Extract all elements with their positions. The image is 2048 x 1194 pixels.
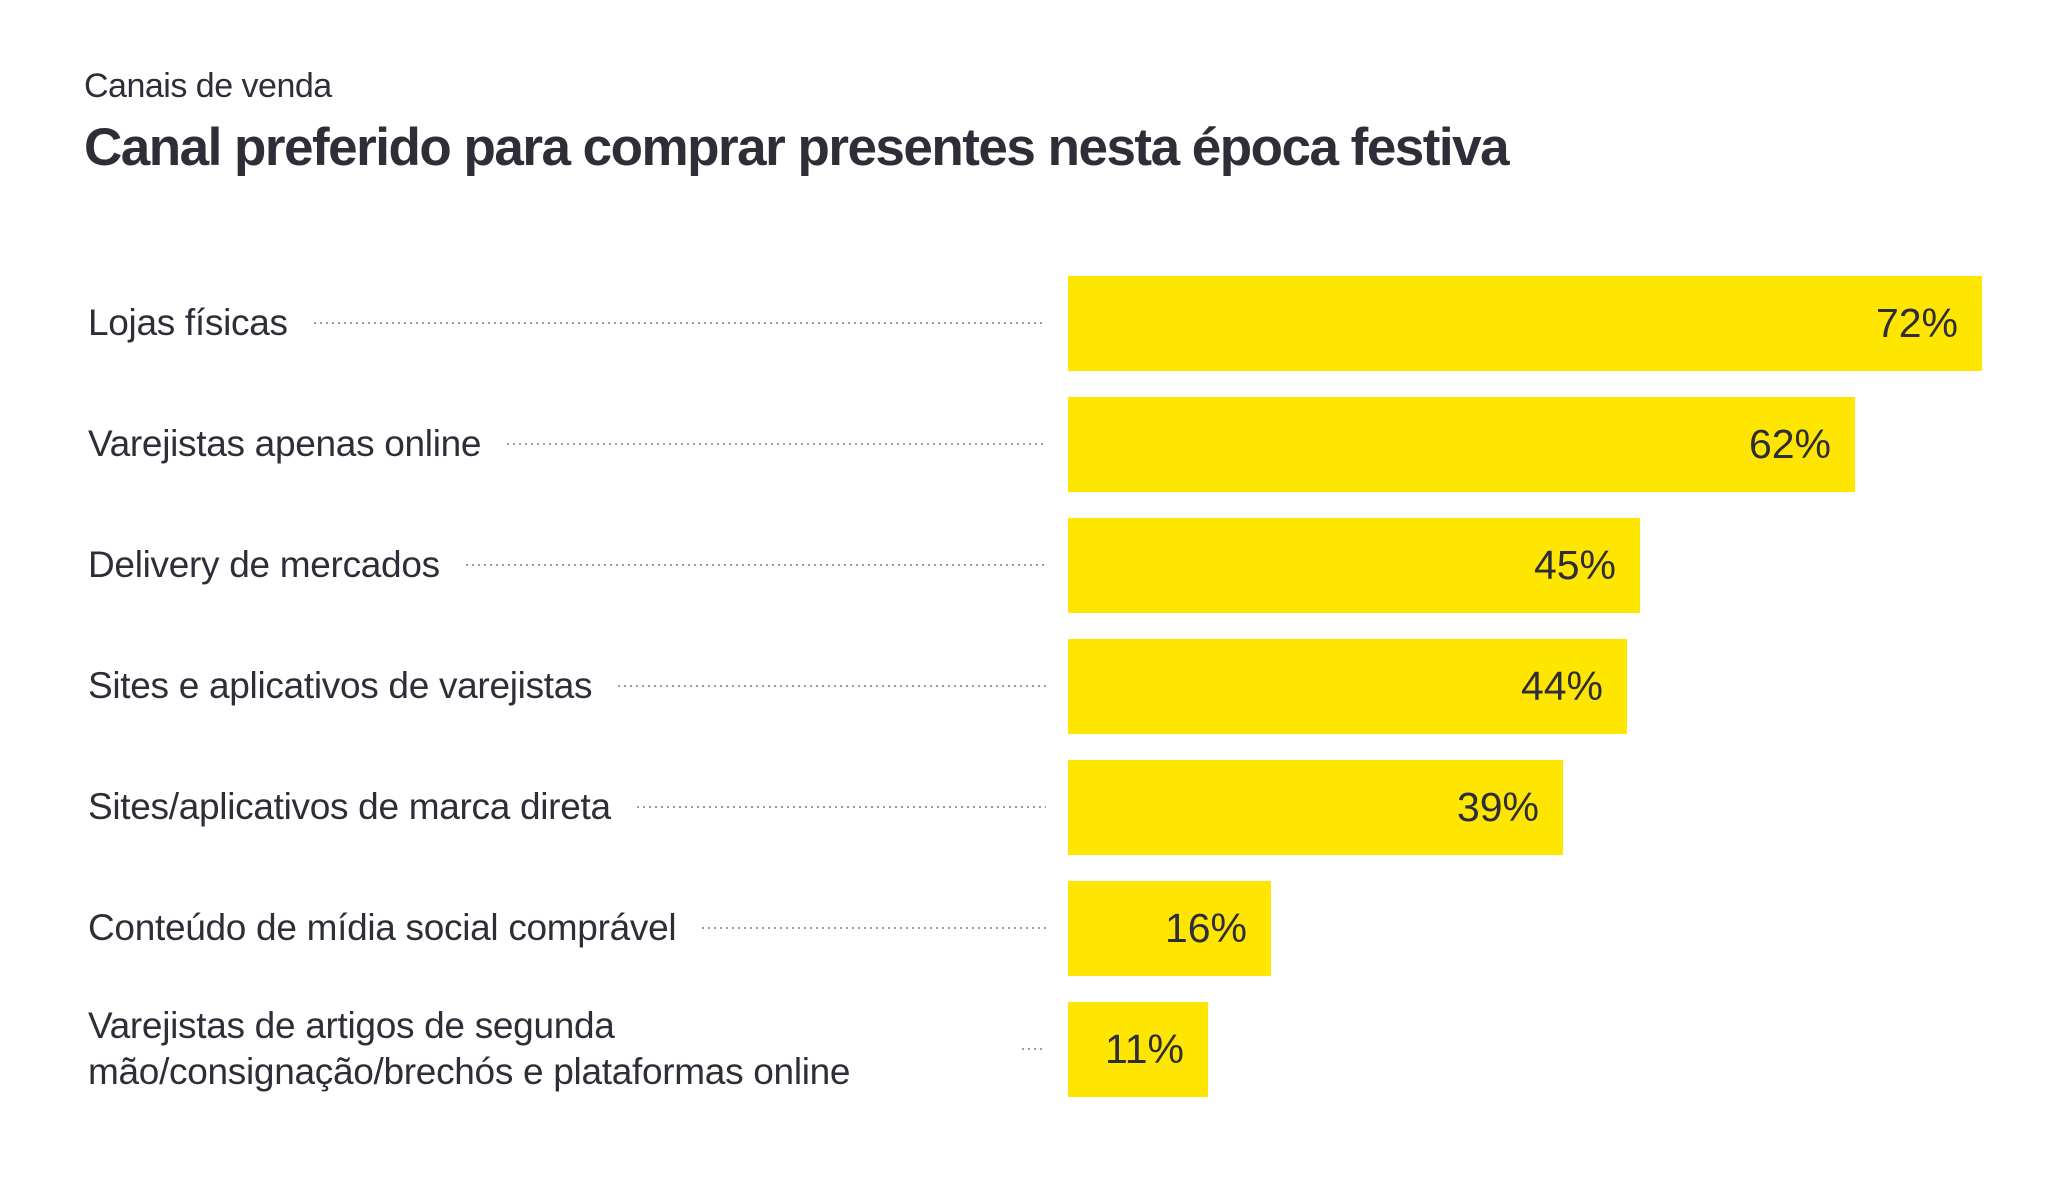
category-label-cell: Conteúdo de mídia social comprável: [0, 905, 1068, 951]
category-label: Varejistas apenas online: [88, 423, 482, 465]
bar-value-label: 45%: [1533, 541, 1616, 588]
bar-chart: Lojas físicas 72% Varejistas apenas onli…: [0, 275, 2048, 1097]
bar-cell: 11%: [1068, 1001, 2048, 1097]
category-label-cell: Sites/aplicativos de marca direta: [0, 784, 1068, 830]
leader-dotted-line: [636, 806, 1046, 809]
bar-cell: 45%: [1068, 517, 2048, 613]
bar: 45%: [1068, 517, 1640, 613]
category-label: Conteúdo de mídia social comprável: [88, 907, 677, 949]
leader-dotted-line: [1022, 1048, 1046, 1051]
bar: 72%: [1068, 275, 1982, 371]
category-label: Delivery de mercados: [88, 544, 440, 586]
chart-row: Sites/aplicativos de marca direta 39%: [0, 759, 2048, 855]
chart-header: Canais de venda Canal preferido para com…: [0, 0, 2048, 180]
chart-title: Canal preferido para comprar presentes n…: [84, 118, 1510, 178]
chart-row: Delivery de mercados 45%: [0, 517, 2048, 613]
bar-cell: 44%: [1068, 638, 2048, 734]
bar-value-label: 44%: [1520, 662, 1603, 709]
bar-value-label: 62%: [1748, 420, 1831, 467]
chart-row: Sites e aplicativos de varejistas 44%: [0, 638, 2048, 734]
bar-cell: 39%: [1068, 759, 2048, 855]
bar: 11%: [1068, 1001, 1208, 1097]
leader-dotted-line: [702, 927, 1046, 930]
bar-value-label: 39%: [1456, 783, 1539, 830]
bar-cell: 16%: [1068, 880, 2048, 976]
bar: 39%: [1068, 759, 1563, 855]
chart-row: Lojas físicas 72%: [0, 275, 2048, 371]
bar: 62%: [1068, 396, 1855, 492]
chart-row: Varejistas apenas online 62%: [0, 396, 2048, 492]
category-label: Sites/aplicativos de marca direta: [88, 786, 611, 828]
bar-value-label: 72%: [1875, 299, 1958, 346]
category-label: Varejistas de artigos de segunda mão/con…: [88, 1005, 851, 1093]
bar-value-label: 11%: [1104, 1025, 1184, 1072]
chart-eyebrow: Canais de venda: [84, 67, 332, 105]
category-label: Sites e aplicativos de varejistas: [88, 665, 593, 707]
bar: 44%: [1068, 638, 1627, 734]
chart-rows: Lojas físicas 72% Varejistas apenas onli…: [0, 275, 2048, 1097]
leader-dotted-line: [507, 443, 1046, 446]
bar-cell: 72%: [1068, 275, 2048, 371]
leader-dotted-line: [618, 685, 1046, 688]
category-label: Lojas físicas: [88, 302, 288, 344]
category-label-cell: Varejistas de artigos de segunda mão/con…: [0, 1003, 1068, 1095]
category-label-cell: Varejistas apenas online: [0, 421, 1068, 467]
leader-dotted-line: [313, 322, 1046, 325]
category-label-cell: Sites e aplicativos de varejistas: [0, 663, 1068, 709]
chart-row: Varejistas de artigos de segunda mão/con…: [0, 1001, 2048, 1097]
bar: 16%: [1068, 880, 1271, 976]
category-label-cell: Delivery de mercados: [0, 542, 1068, 588]
chart-row: Conteúdo de mídia social comprável 16%: [0, 880, 2048, 976]
leader-dotted-line: [465, 564, 1046, 567]
bar-value-label: 16%: [1164, 904, 1247, 951]
category-label-cell: Lojas físicas: [0, 300, 1068, 346]
bar-cell: 62%: [1068, 396, 2048, 492]
